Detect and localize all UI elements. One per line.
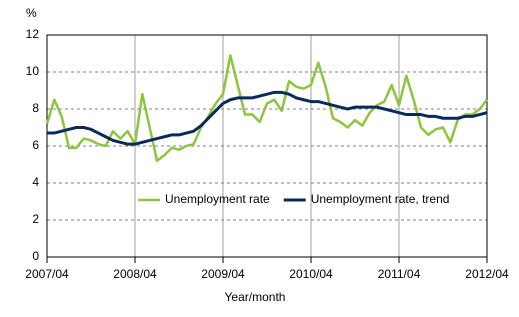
y-tick-label: 12	[26, 27, 40, 41]
y-tick-label: 2	[32, 212, 39, 226]
x-tick-label: 2007/04	[25, 267, 69, 281]
x-tick-label: 2011/04	[378, 267, 421, 281]
x-tick-label: 2009/04	[201, 267, 245, 281]
legend-label: Unemployment rate, trend	[311, 192, 450, 206]
y-tick-label: 4	[32, 175, 39, 189]
x-tick-label: 2008/04	[113, 267, 157, 281]
series-line	[47, 90, 488, 146]
y-tick-label: 0	[32, 249, 39, 263]
y-tick-label: 10	[26, 64, 40, 78]
series-line	[45, 54, 488, 163]
x-axis-label: Year/month	[225, 290, 286, 304]
y-tick-label: 6	[32, 138, 39, 152]
y-unit: %	[26, 6, 37, 20]
x-tick-label: 2012/04	[465, 267, 509, 281]
plot-frame	[46, 34, 488, 258]
x-tick-label: 2010/04	[289, 267, 333, 281]
legend-label: Unemployment rate	[165, 192, 270, 206]
y-tick-label: 8	[32, 101, 39, 115]
